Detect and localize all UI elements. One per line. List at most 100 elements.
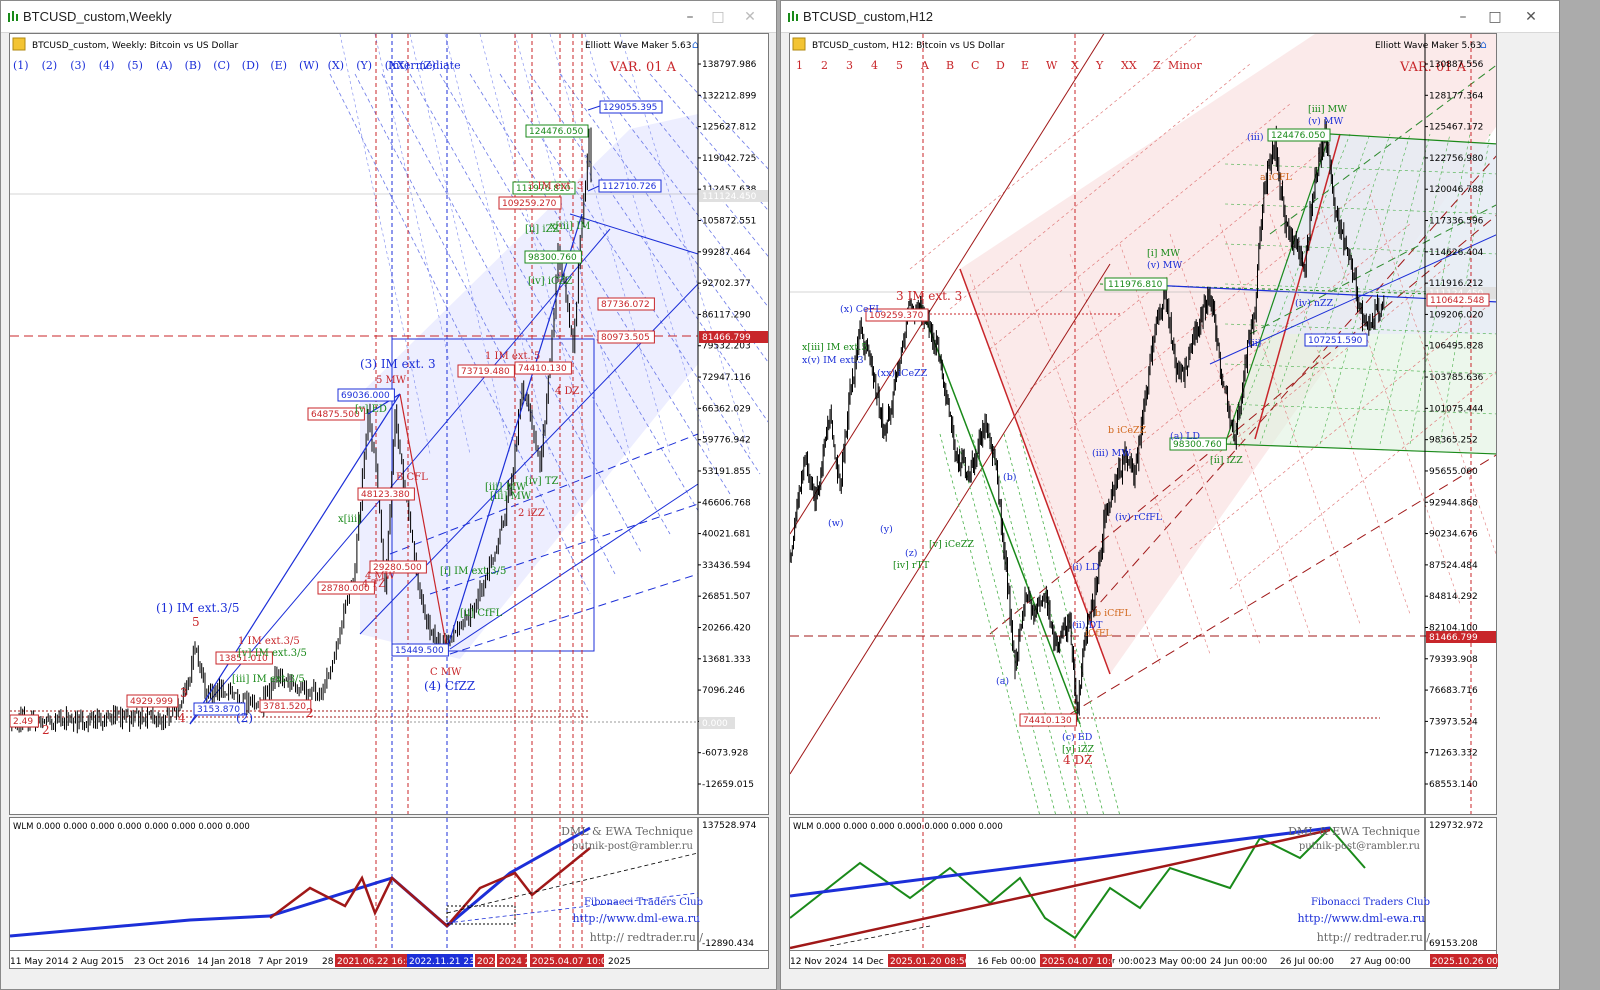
date-tag: 2025.04.07 10:04: [1042, 957, 1123, 967]
price-box: 69036.000: [341, 391, 390, 401]
chart-window-icon: [788, 11, 798, 22]
left-main-chart[interactable]: BTCUSD_custom, Weekly: Bitcoin vs US Dol…: [9, 33, 769, 815]
wave-label-0: (1) IM ext.3/5: [156, 601, 239, 615]
date-tag: 2025: [608, 957, 631, 967]
fib-grid-red: [969, 273, 1111, 675]
price-tick: 103785.636: [1429, 373, 1484, 383]
date-tick: 16 Feb 00:00: [977, 957, 1036, 967]
date-tag-bg: [1430, 954, 1502, 967]
left-date-axis[interactable]: 11 May 2014 2 Aug 2015 23 Oct 2016 14 Jan 2…: [9, 951, 769, 969]
right-main-chart[interactable]: BTCUSD_custom, H12: Bitcoin vs US Dollar…: [789, 33, 1497, 815]
wave-label-14: [ii] iZZ: [1210, 455, 1243, 466]
price-box-frame: [512, 181, 576, 195]
fib-fan-line: [679, 73, 768, 170]
price-box: 110642.548: [1430, 296, 1485, 306]
chart-header: BTCUSD_custom, H12: Bitcoin vs US Dollar: [812, 41, 1005, 51]
price-box: 98300.760: [528, 253, 577, 263]
maximize-button[interactable]: □: [711, 9, 725, 25]
wlm-projection: [446, 892, 699, 924]
right-titlebar[interactable]: BTCUSD_custom,H12 – □ ✕: [781, 1, 1559, 33]
green-dash: [1269, 64, 1496, 235]
price-box-frame: [597, 297, 655, 311]
wave-label-11: (v) MW: [1308, 116, 1344, 127]
brand-url-2: http:// redtrader.ru /: [1317, 931, 1431, 944]
price-tick: 125467.172: [1429, 123, 1483, 133]
fib-fan-line: [354, 73, 616, 575]
price-tick: 59776.942: [702, 436, 751, 446]
date-tag: 2021.06.22 16:55: [337, 957, 417, 967]
wave-label-24: [y] iZZ: [1062, 744, 1094, 755]
price-box-frame: [259, 699, 312, 713]
price-tick: 101075.444: [1429, 404, 1484, 414]
price-box: 73719.480: [461, 367, 510, 377]
wave-label-21: [iv] iCZZ: [528, 276, 573, 287]
right-chart-window[interactable]: BTCUSD_custom,H12 – □ ✕ BTCUSD_custom, H…: [780, 0, 1560, 990]
pointer: [587, 185, 600, 192]
right-date-axis[interactable]: 12 Nov 2024 14 Dec 16 Feb 00:00 Apr 00:00 23…: [789, 951, 1513, 969]
wave-blue-line: [446, 213, 583, 650]
wave-label-9: 1 IM ext. 5: [485, 351, 540, 362]
wave-button-2: 3: [846, 59, 853, 72]
fib-grid-red: [989, 103, 1291, 350]
wave-label-28: (a): [996, 676, 1009, 687]
price-box: 87736.072: [601, 300, 650, 310]
fib-fan-line: [439, 73, 701, 515]
right-wlm-pane[interactable]: WLM 0.000 0.000 0.000 0.000 0.000 0.000 …: [789, 817, 1497, 951]
price-tick: 106495.828: [1429, 342, 1484, 352]
price-box: 109259.270: [502, 199, 557, 209]
price-tick: 122756.980: [1429, 154, 1484, 164]
price-box-frame: [514, 361, 572, 375]
price-tick: 120046.788: [1429, 185, 1484, 195]
left-titlebar[interactable]: BTCUSD_custom,Weekly – □ ✕: [1, 1, 776, 33]
price-tick: 84814.292: [1429, 592, 1478, 602]
price-tick: 92702.377: [702, 279, 751, 289]
wave-button-8: (D): [242, 59, 259, 72]
wave-label-11: 3 IM ext. 3: [528, 181, 583, 192]
current-price-badge: [699, 190, 768, 202]
date-tick: 23 Oct 2016: [134, 957, 190, 967]
price-box-frame: [357, 487, 415, 501]
fib-grid-red: [909, 34, 1199, 270]
wave-button-0: 1: [796, 59, 803, 72]
price-box: 124476.050: [1271, 131, 1326, 141]
left-chart-window[interactable]: BTCUSD_custom,Weekly – □ ✕ BTCUSD_custom…: [0, 0, 777, 990]
left-wlm-pane[interactable]: WLM 0.000 0.000 0.000 0.000 0.000 0.000 …: [9, 817, 769, 951]
date-tag: 2022.11.21 23:5: [409, 957, 484, 967]
wave-label-27: (z): [905, 548, 917, 559]
wave-label-14: [v] IM ext.3/5: [238, 648, 307, 659]
fib-grid-green: [1229, 133, 1351, 445]
price-tick: 125627.812: [702, 123, 756, 133]
wave-label-19: [v] ED: [355, 404, 387, 415]
wave-label-12: 4 DZ: [555, 386, 580, 397]
wave-label-18: (i) LD: [1072, 562, 1100, 573]
price-tick: 72947.116: [702, 373, 751, 383]
wave-button-9: (E): [270, 59, 287, 72]
wave-label-22: a iCFL: [1260, 172, 1293, 183]
channel-top: [569, 213, 699, 255]
price-box-frame: [193, 702, 246, 716]
date-tag: 2024 20: [499, 957, 536, 967]
fib-fan-line: [499, 73, 761, 475]
brand-email: putnik-post@rambler.ru: [572, 841, 694, 852]
wave-button-6: B: [946, 59, 954, 72]
fib-fan-line: [589, 73, 768, 308]
green-fan-line: [955, 433, 1056, 814]
price-box-frame: [599, 100, 663, 114]
wave-button-13: XX: [1121, 59, 1137, 72]
maximize-button[interactable]: □: [1488, 9, 1502, 25]
minimize-button[interactable]: –: [1459, 9, 1467, 25]
price-tick: 82104.100: [1429, 623, 1478, 633]
close-button[interactable]: ✕: [744, 9, 756, 25]
price-box-frame: [10, 714, 39, 728]
close-button[interactable]: ✕: [1525, 9, 1537, 25]
minimize-button[interactable]: –: [686, 9, 694, 25]
wave-label-4: 5 MW: [376, 375, 407, 386]
wave-label-3: (4) CfZZ: [424, 679, 475, 693]
channel-dash-2: [429, 503, 699, 595]
fib-grid-red: [1069, 253, 1211, 655]
date-tag-bg: [475, 954, 495, 967]
zero-badge: [699, 717, 735, 729]
wlm-axis-top: 129732.972: [1429, 821, 1483, 831]
fib-fan-line: [469, 73, 731, 495]
wave-label-6: [v] iCeZZ: [929, 539, 974, 550]
